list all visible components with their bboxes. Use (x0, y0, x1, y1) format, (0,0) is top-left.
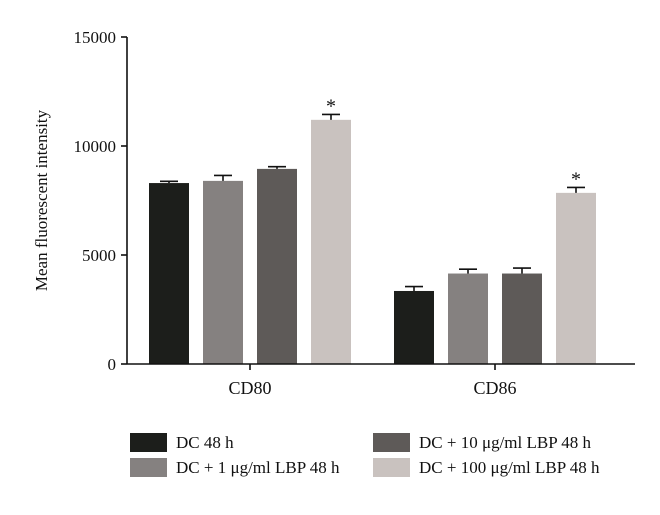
legend-label: DC + 100 μg/ml LBP 48 h (419, 458, 600, 477)
bar (502, 273, 542, 364)
x-category-label: CD80 (228, 378, 271, 398)
legend-label: DC 48 h (176, 433, 234, 452)
legend-label: DC + 1 μg/ml LBP 48 h (176, 458, 340, 477)
y-axis-label: Mean fluorescent intensity (32, 109, 51, 291)
significance-marker: * (571, 168, 581, 190)
bar (448, 273, 488, 364)
legend-swatch (373, 433, 410, 452)
bar (257, 168, 297, 364)
y-tick-label: 10000 (74, 137, 117, 156)
legend-swatch (130, 433, 167, 452)
legend-swatch (130, 458, 167, 477)
x-category-label: CD86 (473, 378, 516, 398)
significance-marker: * (326, 95, 336, 117)
legend-label: DC + 10 μg/ml LBP 48 h (419, 433, 592, 452)
bar (556, 192, 596, 364)
y-tick-label: 5000 (82, 246, 116, 265)
legend-swatch (373, 458, 410, 477)
bar (203, 180, 243, 364)
y-tick-label: 15000 (74, 28, 117, 47)
y-tick-label: 0 (108, 355, 117, 374)
bar (394, 290, 434, 364)
bar (149, 183, 189, 364)
bar (311, 119, 351, 364)
